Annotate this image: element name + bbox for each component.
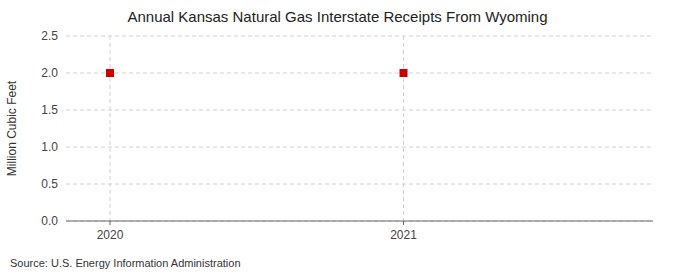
y-axis-label: Million Cubic Feet (5, 80, 19, 176)
source-note: Source: U.S. Energy Information Administ… (10, 257, 241, 269)
x-tick (110, 221, 111, 225)
x-tick-label: 2021 (390, 228, 417, 242)
y-tick-label: 2.5 (41, 29, 58, 43)
y-grid-line (66, 36, 653, 37)
y-grid-line (66, 221, 653, 222)
y-grid-line (66, 110, 653, 111)
y-tick-label: 1.5 (41, 103, 58, 117)
x-grid-line (403, 36, 404, 221)
x-tick-label: 2020 (97, 228, 124, 242)
marks (106, 69, 408, 77)
y-tick-label: 0.5 (41, 177, 58, 191)
point (106, 69, 114, 77)
grid (66, 36, 653, 221)
y-grid-line (66, 147, 653, 148)
chart-svg: Annual Kansas Natural Gas Interstate Rec… (0, 0, 675, 275)
title: Annual Kansas Natural Gas Interstate Rec… (127, 8, 547, 25)
y-tick-label: 1.0 (41, 140, 58, 154)
x-axis-line (66, 221, 653, 222)
x-grid-line (110, 36, 111, 221)
y-grid-line (66, 184, 653, 185)
chart-container: Annual Kansas Natural Gas Interstate Rec… (0, 0, 675, 275)
x-tick (403, 221, 404, 225)
y-tick-label: 0.0 (41, 214, 58, 228)
y-tick-label: 2.0 (41, 66, 58, 80)
axes: 0.0 0.5 1.0 1.5 2.0 2.5 2020 2021 (41, 29, 653, 242)
point (400, 69, 408, 77)
y-grid-line (66, 73, 653, 74)
